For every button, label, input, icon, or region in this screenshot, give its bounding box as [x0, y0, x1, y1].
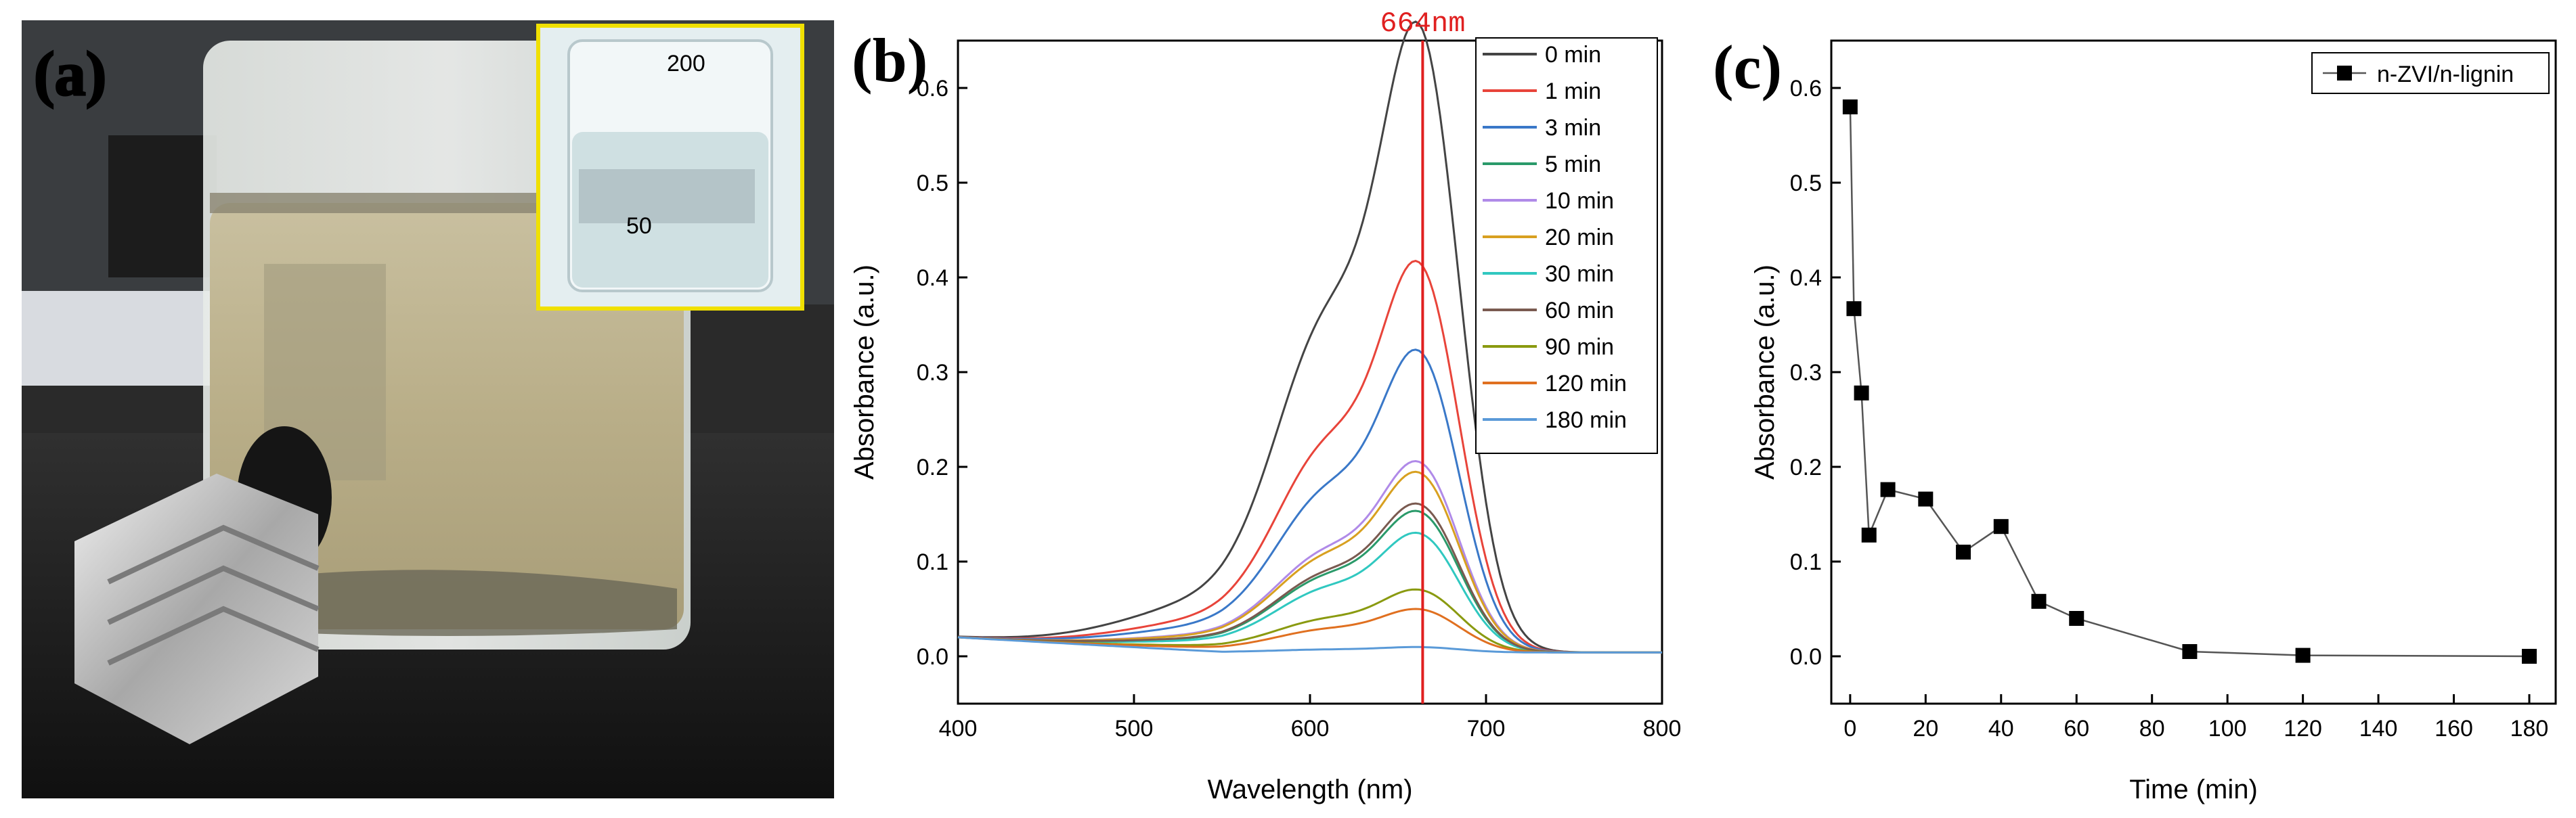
chart-b-xtick-label: 600 — [1291, 716, 1330, 742]
chart-c-xtick-label: 180 — [2510, 716, 2549, 742]
chart-c-xtick-label: 0 — [1843, 716, 1856, 742]
chart-c-xtick-label: 80 — [2139, 716, 2165, 742]
data-point — [1846, 301, 1862, 317]
legend-label-30-min: 30 min — [1545, 261, 1614, 287]
spectrum-10-min — [957, 459, 1662, 654]
legend-label-0-min: 0 min — [1545, 42, 1601, 68]
data-point — [2295, 647, 2311, 663]
chart-c-xtick-label: 100 — [2208, 716, 2247, 742]
data-point — [2521, 649, 2537, 664]
chart-c-series — [1842, 99, 2537, 664]
legend-label-1-min: 1 min — [1545, 78, 1601, 104]
panel-label-b: (b) — [852, 26, 927, 95]
chart-b-legend: 0 min 1 min 3 min 5 min 10 min 20 min 30 min 60… — [1475, 37, 1658, 454]
chart-c-ticks: 0 20 40 60 80 100 120 140 160 180 0.0 0.1 0.2 0.3 0.4 0… — [1790, 76, 2549, 742]
inset-label — [579, 169, 755, 223]
chart-b-ytick-label: 0.1 — [917, 549, 948, 575]
spectrum-30-min — [957, 531, 1662, 654]
chart-c-ytick-label: 0.2 — [1790, 455, 1822, 480]
chart-c-ytick-label: 0.3 — [1790, 360, 1822, 386]
spectrum-180-min — [957, 636, 1662, 654]
data-point — [1861, 527, 1877, 543]
inset-mark-200: 200 — [667, 51, 705, 76]
data-point — [1956, 545, 1971, 560]
data-point — [1880, 482, 1896, 497]
chart-b-xtick-label: 500 — [1115, 716, 1154, 742]
legend-label-60-min: 60 min — [1545, 298, 1614, 323]
chart-b-curves — [957, 20, 1662, 654]
chart-b-xtick-label: 800 — [1643, 716, 1682, 742]
data-point — [2182, 644, 2198, 659]
chart-b-ytick-label: 0.4 — [917, 265, 948, 291]
chart-b-ytick-label: 0.3 — [917, 360, 948, 386]
chart-c-xtick-label: 120 — [2284, 716, 2322, 742]
chart-c-ytick-label: 0.4 — [1790, 265, 1822, 291]
legend-label-3-min: 3 min — [1545, 115, 1601, 141]
legend-label-90-min: 90 min — [1545, 334, 1614, 360]
data-point — [1918, 491, 1934, 507]
chart-b-ytick-label: 0.6 — [917, 76, 948, 101]
inset-mark-50: 50 — [626, 213, 652, 239]
legend-label-5-min: 5 min — [1545, 152, 1601, 177]
data-point — [2069, 611, 2084, 626]
chart-b-xtick-label: 700 — [1467, 716, 1506, 742]
chart-b: (b) 400 500 600 700 800 0.0 0.1 0.2 0.3 0.4 0.5 0.6… — [850, 7, 1681, 804]
chart-b-ytick-label: 0.2 — [917, 455, 948, 480]
legend-label-20-min: 20 min — [1545, 225, 1614, 250]
magnet-ridge-3 — [107, 606, 320, 666]
series-line-n-ZVI-n-lignin — [1849, 106, 2530, 658]
chart-c-frame — [1830, 39, 2557, 705]
chart-b-ytick-label: 0.5 — [917, 171, 948, 196]
chart-c-xtick-label: 140 — [2359, 716, 2398, 742]
legend-label-120-min: 120 min — [1545, 371, 1627, 396]
chart-b-xlabel: Wavelength (nm) — [1207, 775, 1412, 804]
chart-c-xlabel: Time (min) — [2129, 775, 2258, 804]
chart-c-xtick-label: 160 — [2435, 716, 2473, 742]
chart-b-ticks: 400 500 600 700 800 0.0 0.1 0.2 0.3 0.4 0.5 0.6 — [917, 76, 1682, 742]
data-point — [1842, 99, 1858, 114]
chart-b-ytick-label: 0.0 — [917, 644, 948, 670]
photo-panel: 200 50 (a) — [22, 20, 834, 798]
chart-b-xtick-label: 400 — [939, 716, 978, 742]
spectrum-0-min — [957, 20, 1662, 654]
chart-c-ytick-label: 0.5 — [1790, 171, 1822, 196]
legend-swatch-marker — [2337, 66, 2352, 81]
magnet-ridge-2 — [107, 565, 320, 625]
chart-c: (c) 0 20 40 60 80 100 120 140 160 180 0.0 0.1 0.2 0.3… — [1713, 32, 2557, 804]
jar-sediment — [223, 570, 677, 636]
chart-c-ylabel: Absorbance (a.u.) — [1750, 265, 1780, 480]
panel-label-a: (a) — [34, 39, 106, 108]
panel-label-c: (c) — [1713, 32, 1782, 101]
magnet-ridges — [107, 524, 320, 585]
chart-c-ytick-label: 0.6 — [1790, 76, 1822, 101]
chart-c-ytick-label: 0.0 — [1790, 644, 1822, 670]
inset-frame — [536, 24, 804, 311]
chart-c-ytick-label: 0.1 — [1790, 549, 1822, 575]
chart-c-xtick-label: 40 — [1988, 716, 2014, 742]
chart-b-ylabel: Absorbance (a.u.) — [850, 265, 879, 480]
data-point — [2031, 593, 2047, 609]
data-point — [1854, 385, 1869, 401]
chart-c-xtick-label: 60 — [2064, 716, 2089, 742]
peak-marker-label: 664nm — [1380, 7, 1465, 40]
legend-label-180-min: 180 min — [1545, 407, 1627, 433]
chart-c-xtick-label: 20 — [1913, 716, 1938, 742]
spectrum-120-min — [957, 608, 1662, 654]
chart-c-legend: n-ZVI/n-lignin — [2311, 52, 2550, 94]
data-point — [1993, 519, 2009, 535]
legend-label-n-ZVI-n-lignin: n-ZVI/n-lignin — [2377, 62, 2514, 87]
photo-equipment — [108, 135, 217, 277]
legend-label-10-min: 10 min — [1545, 188, 1614, 214]
